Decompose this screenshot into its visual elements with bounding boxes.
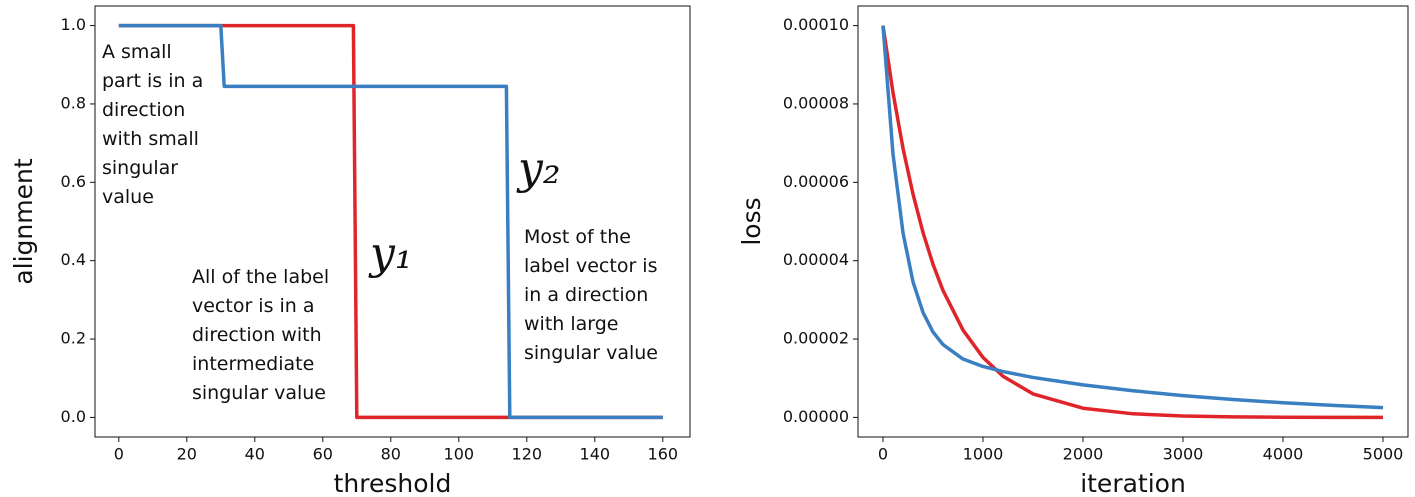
y-tick-label: 0.00008 (783, 93, 849, 112)
annotation: with large (524, 313, 619, 335)
x-tick-label: 160 (648, 445, 679, 464)
annotation: part is in a (102, 70, 203, 92)
x-tick-label: 2000 (1063, 445, 1104, 464)
annotation: intermediate (192, 353, 314, 375)
y-tick-label: 0.00004 (783, 250, 849, 269)
annotation: direction (102, 99, 185, 121)
plot-frame (94, 5, 691, 438)
x-axis-label: iteration (1080, 469, 1186, 497)
x-tick-label: 60 (313, 445, 333, 464)
y-tick-label: 0.00006 (783, 172, 849, 191)
y-axis-label: alignment (9, 158, 38, 285)
line-series (118, 23, 663, 420)
annotation: singular value (524, 342, 658, 364)
y-tick-label: 0.2 (61, 329, 86, 348)
annotation: A small (102, 41, 172, 63)
annotation: direction with (192, 324, 322, 346)
annotation: singular (102, 157, 178, 179)
x-axis-label: threshold (334, 469, 452, 497)
x-tick-label: 0 (114, 445, 124, 464)
x-tick-label: 1000 (963, 445, 1004, 464)
y-axis-label: loss (737, 197, 766, 245)
annotation: Most of the (524, 226, 631, 248)
x-tick-label: 4000 (1263, 445, 1304, 464)
y-tick-label: 0.00000 (783, 407, 849, 426)
x-tick-label: 120 (512, 445, 543, 464)
annotation: label vector is (524, 255, 657, 277)
x-tick-label: 3000 (1163, 445, 1204, 464)
x-tick-label: 20 (177, 445, 197, 464)
y-tick-label: 0.8 (61, 93, 86, 112)
line-series (881, 25, 1384, 420)
series-label: y₁ (368, 228, 413, 279)
annotation: with small (102, 128, 199, 150)
y-tick-label: 0.00002 (783, 329, 849, 348)
x-tick-label: 80 (381, 445, 401, 464)
plot-frame (857, 5, 1409, 438)
series-label: y₂ (516, 143, 561, 194)
annotation: vector is in a (192, 295, 315, 317)
annotation: in a direction (524, 284, 648, 306)
x-tick-label: 140 (580, 445, 611, 464)
y-tick-label: 1.0 (61, 15, 86, 34)
x-tick-label: 40 (245, 445, 265, 464)
y-tick-label: 0.6 (61, 172, 86, 191)
line-series (881, 25, 1384, 410)
y-tick-label: 0.4 (61, 250, 86, 269)
annotation: singular value (192, 382, 326, 404)
annotation: All of the label (192, 266, 329, 288)
x-tick-label: 5000 (1363, 445, 1404, 464)
annotation: value (102, 186, 154, 208)
x-tick-label: 0 (878, 445, 888, 464)
x-tick-label: 100 (444, 445, 475, 464)
y-tick-label: 0.00010 (783, 15, 849, 34)
y-tick-label: 0.0 (61, 407, 86, 426)
